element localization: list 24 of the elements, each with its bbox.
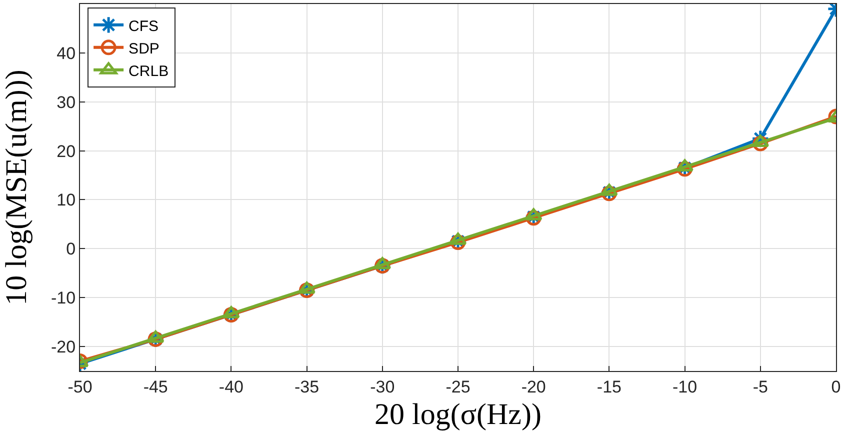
x-tick-label: -35 <box>294 377 320 396</box>
x-tick-label: -45 <box>143 377 168 396</box>
x-axis-title: 20 log(σ(Hz)) <box>374 398 542 431</box>
x-tick-label: -25 <box>446 377 470 396</box>
y-tick-label: -20 <box>51 337 76 356</box>
x-tick-label: -20 <box>521 377 546 396</box>
y-axis-title: 10 log(MSE(u(m))) <box>0 70 33 306</box>
y-tick-label: 20 <box>56 142 76 161</box>
y-tick-label: 40 <box>56 44 76 63</box>
legend-label: SDP <box>128 40 160 58</box>
y-tick-label: 30 <box>56 92 76 112</box>
x-tick-label: -5 <box>752 377 768 396</box>
x-tick-label: -50 <box>68 377 92 396</box>
legend-label: CRLB <box>128 62 169 80</box>
x-tick-label: 0 <box>831 377 841 396</box>
x-tick-label: -10 <box>672 377 698 396</box>
y-tick-label: 0 <box>66 240 76 259</box>
y-tick-label: 10 <box>56 190 76 210</box>
y-tick-label: -10 <box>51 288 76 308</box>
x-tick-label: -40 <box>218 377 244 396</box>
point <box>146 330 164 343</box>
x-tick-label: -15 <box>596 377 622 396</box>
x-tick-label: -30 <box>370 377 395 396</box>
legend-label: CFS <box>128 18 159 35</box>
